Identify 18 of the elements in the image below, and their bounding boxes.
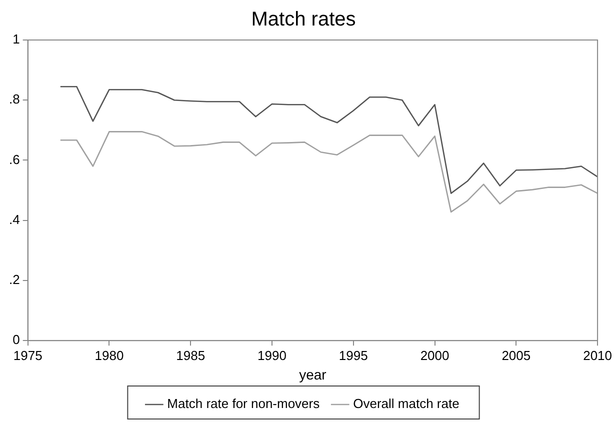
y-tick-label: 0 (12, 332, 20, 348)
y-tick-label: .8 (9, 92, 20, 107)
y-tick-label: .6 (9, 152, 20, 167)
y-tick-label: .2 (9, 272, 20, 288)
x-tick-label: 2005 (502, 348, 531, 363)
y-tick-label: .4 (9, 212, 20, 227)
x-tick-label: 1985 (176, 348, 206, 363)
legend-label: Overall match rate (353, 396, 460, 412)
x-tick-label: 1975 (13, 348, 42, 363)
x-tick-label: 2000 (420, 348, 450, 363)
x-tick-label: 1990 (258, 348, 286, 363)
x-tick-label: 1995 (338, 348, 368, 363)
chart-title: Match rates (251, 8, 356, 31)
x-axis-title: year (299, 366, 327, 382)
x-tick-label: 2010 (583, 348, 612, 363)
legend-label: Match rate for non-movers (167, 396, 320, 412)
x-tick-label: 1980 (94, 348, 124, 363)
y-tick-label: 1 (12, 32, 20, 47)
